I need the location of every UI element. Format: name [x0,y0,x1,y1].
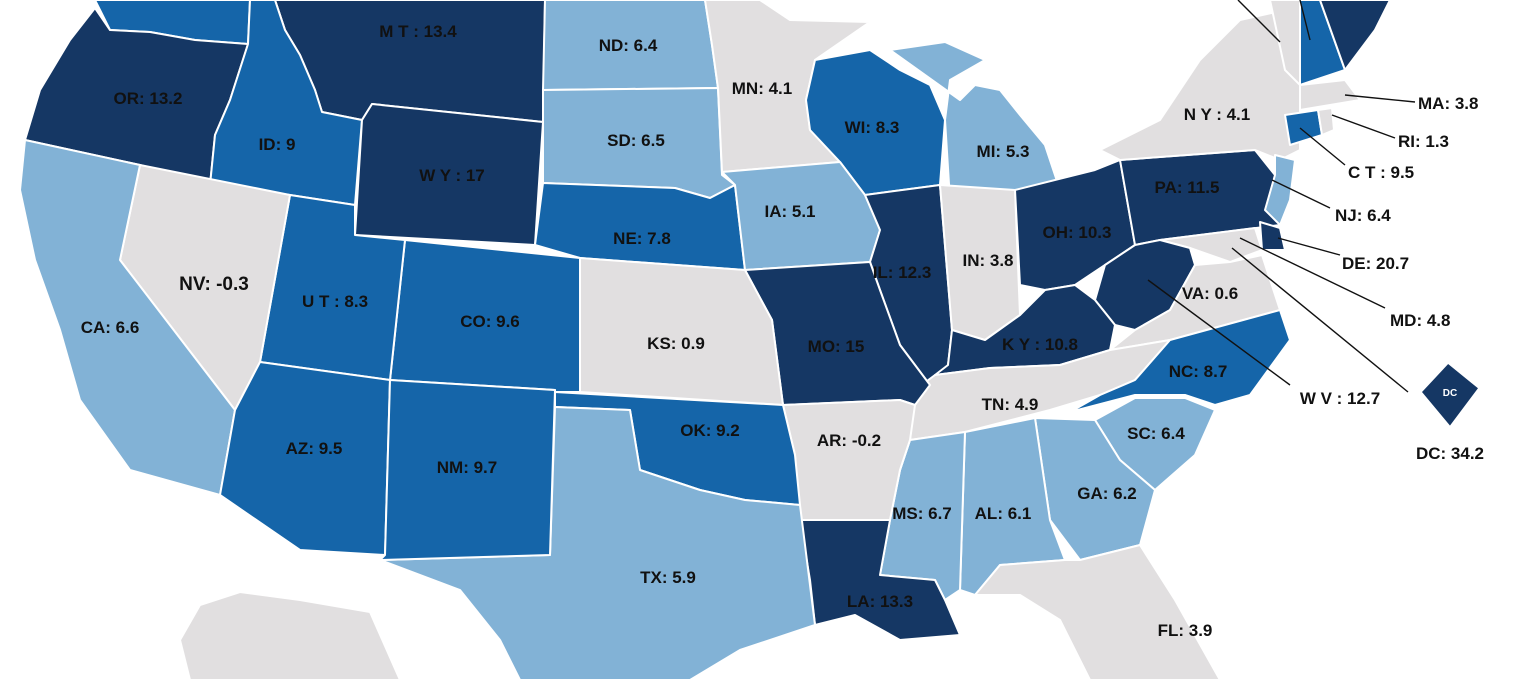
label-fl: FL: 3.9 [1158,621,1213,640]
label-ms: MS: 6.7 [892,504,952,523]
label-oh: OH: 10.3 [1043,223,1112,242]
label-de: DE: 20.7 [1342,254,1409,273]
label-sc: SC: 6.4 [1127,424,1185,443]
label-tx: TX: 5.9 [640,568,696,587]
label-in: IN: 3.8 [962,251,1013,270]
label-wi: WI: 8.3 [845,118,900,137]
state-labels: M T : 13.4 ND: 6.4 MN: 4.1 OR: 13.2 ID: … [81,22,1484,640]
label-ny: N Y : 4.1 [1184,105,1250,124]
state-fl[interactable] [974,544,1221,680]
state-ri[interactable] [1317,107,1335,136]
label-ma: MA: 3.8 [1418,94,1478,113]
state-az[interactable] [219,361,391,556]
label-ia: IA: 5.1 [764,202,815,221]
label-az: AZ: 9.5 [286,439,343,458]
label-va: VA: 0.6 [1182,284,1238,303]
label-nm: NM: 9.7 [437,458,497,477]
state-ak[interactable] [179,591,401,680]
label-wv: W V : 12.7 [1300,389,1380,408]
state-shapes [19,0,1391,680]
label-sd: SD: 6.5 [607,131,665,150]
label-tn: TN: 4.9 [982,395,1039,414]
label-la: LA: 13.3 [847,592,913,611]
label-ca: CA: 6.6 [81,318,140,337]
state-dc[interactable] [1418,360,1482,430]
dc-inset[interactable] [1418,360,1482,430]
state-de[interactable] [1259,221,1286,251]
label-ga: GA: 6.2 [1077,484,1137,503]
state-nc[interactable] [1069,309,1291,413]
label-ne: NE: 7.8 [613,229,671,248]
state-nj[interactable] [1264,154,1296,226]
label-ok: OK: 9.2 [680,421,740,440]
dc-icon-text: DC [1443,388,1457,399]
label-id: ID: 9 [259,135,296,154]
label-nv: NV: -0.3 [179,274,249,295]
state-me[interactable] [1319,0,1391,71]
label-mt: M T : 13.4 [379,22,457,41]
leader-lines [1147,0,1416,393]
label-al: AL: 6.1 [975,504,1032,523]
state-nm[interactable] [379,379,556,561]
state-wy[interactable] [354,103,544,246]
state-ga[interactable] [1034,417,1156,561]
label-mo: MO: 15 [808,337,865,356]
label-co: CO: 9.6 [460,312,520,331]
label-ky: K Y : 10.8 [1002,335,1078,354]
label-ks: KS: 0.9 [647,334,705,353]
state-ma[interactable] [1299,79,1361,111]
label-mn: MN: 4.1 [732,79,792,98]
label-wy: W Y : 17 [419,166,485,185]
label-pa: PA: 11.5 [1155,178,1220,197]
label-nd: ND: 6.4 [599,36,658,55]
label-nj: NJ: 6.4 [1335,206,1391,225]
state-ct[interactable] [1284,109,1323,146]
state-tx[interactable] [379,406,816,680]
label-il: IL: 12.3 [873,263,932,282]
state-ca[interactable] [19,139,236,496]
label-nc: NC: 8.7 [1169,362,1228,381]
label-ut: U T : 8.3 [302,292,368,311]
label-ct: C T : 9.5 [1348,163,1414,182]
label-mi: MI: 5.3 [977,142,1030,161]
label-ar: AR: -0.2 [817,431,881,450]
label-dc: DC: 34.2 [1416,444,1484,463]
label-or: OR: 13.2 [114,89,183,108]
label-md: MD: 4.8 [1390,311,1450,330]
label-ri: RI: 1.3 [1398,132,1449,151]
